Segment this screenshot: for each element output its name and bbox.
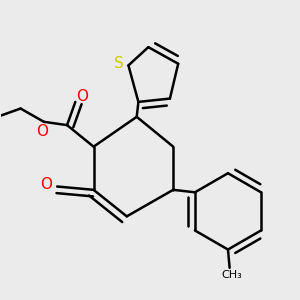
Text: O: O <box>40 177 52 192</box>
Text: S: S <box>114 56 123 71</box>
Text: CH₃: CH₃ <box>221 270 242 280</box>
Text: O: O <box>76 89 88 104</box>
Text: O: O <box>36 124 48 139</box>
